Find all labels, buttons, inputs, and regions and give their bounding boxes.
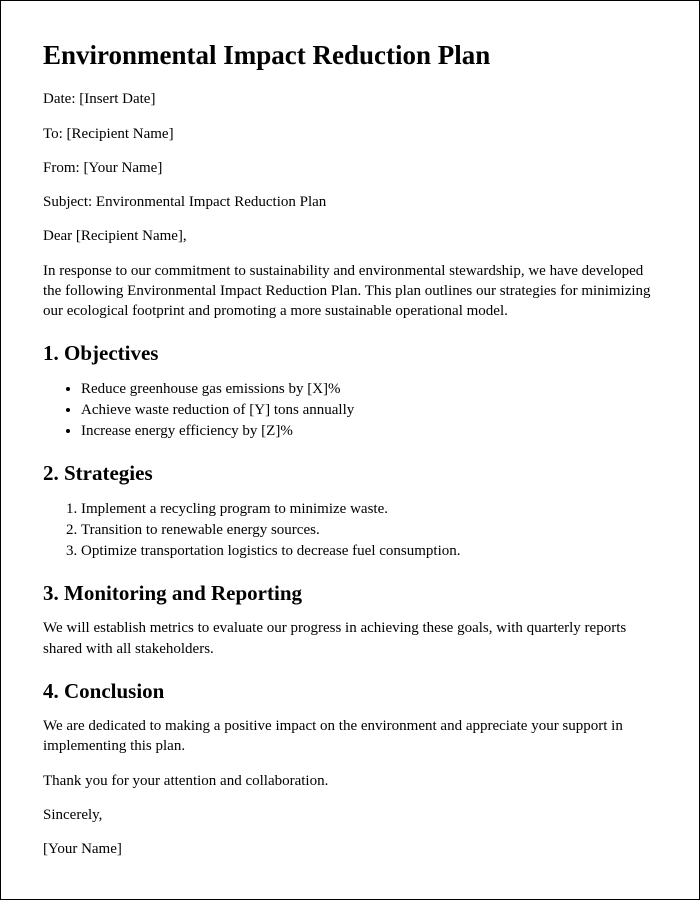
- objectives-heading: 1. Objectives: [43, 341, 657, 366]
- monitoring-heading: 3. Monitoring and Reporting: [43, 581, 657, 606]
- closing-thanks: Thank you for your attention and collabo…: [43, 771, 657, 791]
- list-item: Optimize transportation logistics to dec…: [81, 541, 657, 561]
- objectives-list: Reduce greenhouse gas emissions by [X]% …: [43, 379, 657, 442]
- from-line: From: [Your Name]: [43, 158, 657, 178]
- list-item: Increase energy efficiency by [Z]%: [81, 421, 657, 441]
- from-label: From:: [43, 160, 80, 176]
- list-item: Achieve waste reduction of [Y] tons annu…: [81, 400, 657, 420]
- list-item: Implement a recycling program to minimiz…: [81, 499, 657, 519]
- date-value: [Insert Date]: [79, 91, 155, 107]
- list-item: Reduce greenhouse gas emissions by [X]%: [81, 379, 657, 399]
- to-label: To:: [43, 126, 63, 142]
- conclusion-body: We are dedicated to making a positive im…: [43, 716, 657, 757]
- to-value: [Recipient Name]: [67, 126, 174, 142]
- to-line: To: [Recipient Name]: [43, 124, 657, 144]
- closing-name: [Your Name]: [43, 839, 657, 859]
- subject-label: Subject:: [43, 194, 92, 210]
- date-label: Date:: [43, 91, 75, 107]
- strategies-heading: 2. Strategies: [43, 461, 657, 486]
- conclusion-heading: 4. Conclusion: [43, 679, 657, 704]
- date-line: Date: [Insert Date]: [43, 89, 657, 109]
- intro-paragraph: In response to our commitment to sustain…: [43, 261, 657, 322]
- strategies-list: Implement a recycling program to minimiz…: [43, 499, 657, 562]
- salutation: Dear [Recipient Name],: [43, 226, 657, 246]
- closing-signoff: Sincerely,: [43, 805, 657, 825]
- from-value: [Your Name]: [83, 160, 162, 176]
- subject-line: Subject: Environmental Impact Reduction …: [43, 192, 657, 212]
- subject-value: Environmental Impact Reduction Plan: [96, 194, 326, 210]
- list-item: Transition to renewable energy sources.: [81, 520, 657, 540]
- document-page: Environmental Impact Reduction Plan Date…: [0, 0, 700, 900]
- monitoring-body: We will establish metrics to evaluate ou…: [43, 618, 657, 659]
- document-title: Environmental Impact Reduction Plan: [43, 39, 657, 71]
